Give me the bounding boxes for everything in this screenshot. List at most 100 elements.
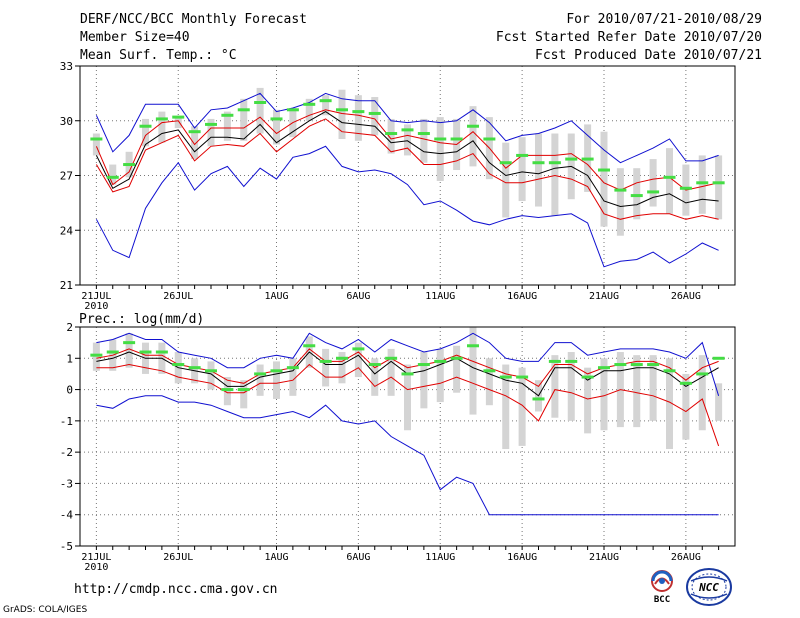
spread-box: [485, 358, 493, 406]
spread-box: [223, 111, 231, 141]
mean-marker: [352, 347, 365, 351]
p_low-line: [95, 118, 719, 220]
x-tick-label: 11AUG: [425, 552, 455, 563]
mean-marker: [336, 108, 348, 112]
spread-box: [698, 155, 706, 214]
spread-box: [518, 367, 526, 446]
y-tick-label: -3: [60, 477, 73, 490]
mean-marker: [286, 108, 299, 112]
website-url[interactable]: http://cmdp.ncc.cma.gov.cn: [74, 582, 278, 597]
p_low-line: [96, 363, 720, 447]
y-tick-label: -2: [60, 446, 73, 459]
mean-marker: [581, 157, 594, 161]
mean-marker: [237, 108, 250, 112]
y-tick-label: 21: [60, 279, 73, 292]
y-tick-label: 27: [60, 170, 73, 183]
mean-marker: [598, 168, 610, 172]
spread-box: [191, 126, 199, 160]
spread-box: [649, 159, 657, 207]
spread-box: [453, 345, 461, 393]
spread-box: [322, 348, 330, 387]
spread-box: [387, 348, 395, 396]
mean-marker: [385, 132, 398, 136]
mean-marker: [434, 137, 447, 141]
mean-marker: [139, 124, 152, 128]
mean-marker: [286, 366, 299, 370]
spread-box: [518, 137, 526, 202]
x-tick-label: 26JUL: [163, 291, 193, 302]
mean-marker: [712, 356, 725, 360]
mean-marker: [450, 356, 463, 360]
spread-box: [502, 364, 510, 450]
mean-marker: [417, 132, 430, 136]
mean-marker: [614, 363, 627, 367]
y-tick-label: 24: [60, 224, 74, 237]
mean-marker: [254, 101, 267, 104]
spread-box: [567, 352, 575, 421]
mean-marker: [303, 102, 316, 106]
mean-marker: [516, 153, 529, 157]
y-tick-label: -1: [60, 415, 73, 428]
max-line: [96, 332, 720, 396]
spread-box: [92, 342, 100, 371]
mean-marker: [205, 369, 217, 373]
mean-marker: [696, 181, 709, 185]
mean-marker: [221, 113, 234, 117]
mean-marker: [336, 356, 348, 360]
fcst-started-date: Fcst Started Refer Date 2010/07/20: [495, 30, 762, 45]
spread-box: [715, 383, 723, 421]
y-tick-label: -5: [60, 540, 73, 553]
mean-marker: [467, 344, 479, 348]
spread-box: [158, 111, 166, 143]
mean-marker: [172, 363, 185, 367]
spread-box: [551, 133, 559, 216]
mean-marker: [155, 117, 168, 121]
mean-marker: [401, 128, 414, 132]
mean-marker: [565, 359, 578, 363]
mean-marker: [516, 375, 529, 379]
mean-marker: [221, 388, 234, 392]
spread-box: [371, 358, 379, 396]
y-tick-label: -4: [60, 509, 74, 522]
mean-marker: [663, 175, 676, 179]
forecast-period: For 2010/07/21-2010/08/29: [566, 12, 762, 27]
x-tick-label: 26JUL: [163, 552, 193, 563]
spread-box: [469, 327, 477, 415]
x-tick-label: 21JUL: [81, 552, 111, 563]
mean-marker: [598, 366, 610, 370]
spread-box: [584, 367, 592, 434]
mean-marker: [172, 115, 185, 119]
mean-marker: [565, 157, 578, 161]
x-tick-label: 21JUL: [81, 291, 111, 302]
x-tick-label: 1AUG: [264, 291, 288, 302]
mean-marker: [548, 359, 561, 363]
spread-box: [420, 352, 428, 409]
mean-marker: [581, 375, 594, 379]
mean-marker: [417, 363, 430, 367]
spread-box: [502, 142, 510, 218]
mean-marker: [679, 186, 692, 190]
spread-box: [404, 364, 411, 431]
mean-marker: [401, 372, 414, 376]
mean-marker: [106, 350, 119, 354]
ncc-logo-text: NCC: [698, 581, 719, 594]
spread-box: [436, 117, 444, 181]
mean-marker: [679, 381, 692, 385]
spread-box: [354, 342, 362, 378]
mean-marker: [188, 130, 201, 134]
grads-credit: GrADS: COLA/IGES: [3, 605, 88, 615]
spread-box: [436, 348, 444, 403]
spread-box: [223, 377, 231, 406]
spread-box: [682, 373, 690, 440]
mean-marker: [696, 372, 709, 376]
mean-marker: [532, 397, 545, 401]
x-year-label: 2010: [84, 301, 108, 312]
mean-marker: [483, 137, 496, 141]
x-tick-label: 16AUG: [507, 291, 537, 302]
spread-box: [142, 118, 149, 147]
x-tick-label: 26AUG: [671, 291, 701, 302]
min-line: [95, 145, 719, 268]
mean-marker: [647, 190, 660, 194]
spread-box: [338, 89, 346, 139]
